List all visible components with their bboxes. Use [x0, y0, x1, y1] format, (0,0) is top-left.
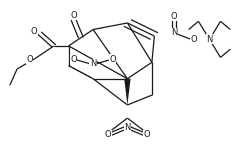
Text: O: O: [70, 55, 77, 63]
Text: O: O: [104, 130, 111, 139]
Text: O: O: [144, 130, 150, 139]
Text: O: O: [190, 35, 197, 44]
Text: O: O: [31, 27, 38, 36]
Text: N: N: [206, 35, 213, 44]
Text: O: O: [70, 11, 77, 20]
Polygon shape: [124, 79, 131, 105]
Text: O: O: [109, 55, 116, 63]
Text: N: N: [124, 123, 131, 132]
Text: N: N: [171, 28, 177, 37]
Text: O: O: [26, 55, 33, 63]
Text: N: N: [90, 60, 96, 68]
Text: O: O: [171, 12, 177, 21]
